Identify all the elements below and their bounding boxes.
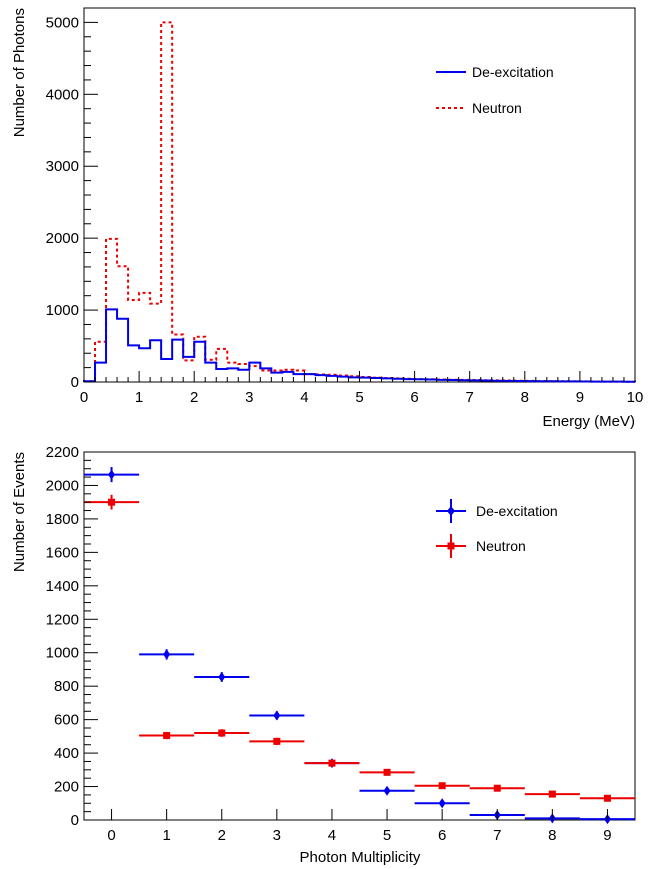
- y-tick-label: 400: [54, 745, 79, 762]
- y-tick-label: 1400: [46, 578, 79, 595]
- y-tick-label: 2000: [46, 477, 79, 494]
- legend-de-excitation-label: De-excitation: [476, 503, 558, 519]
- y-tick-label: 5000: [46, 14, 79, 31]
- y-tick-label: 2000: [46, 230, 79, 247]
- y-tick-label: 2200: [46, 444, 79, 461]
- x-tick-label: 6: [438, 827, 446, 844]
- legend-neutron-label: Neutron: [472, 100, 522, 116]
- multiplicity-axes-group: 0 1 2 3 4 5 6 7 8 9 0 200 400 600 800 1000 1200 1400 1600 1…: [46, 444, 612, 844]
- x-tick-label: 3: [245, 389, 253, 406]
- x-tick-label: 7: [466, 389, 474, 406]
- x-tick-label: 5: [383, 827, 391, 844]
- data-point: [383, 768, 391, 776]
- x-tick-label: 9: [576, 389, 584, 406]
- x-tick-label: 1: [162, 827, 170, 844]
- data-point: [603, 794, 611, 802]
- multiplicity-plot-frame: [83, 451, 636, 821]
- energy-y-axis-label: Number of Photons: [11, 8, 28, 137]
- x-tick-label: 4: [328, 827, 336, 844]
- energy-plot-frame: [83, 7, 636, 383]
- multiplicity-panel: 0 1 2 3 4 5 6 7 8 9 0 200 400 600 800 1000 1200 1400 1600 1…: [11, 444, 636, 866]
- y-tick-label: 0: [71, 812, 79, 829]
- x-tick-label: 8: [548, 827, 556, 844]
- legend-neutron-label: Neutron: [476, 538, 526, 554]
- energy-axes-group: 0 1 2 3 4 5 6 7 8 9 10 0 1000 2000 3000 4000 5000: [46, 7, 644, 406]
- energy-histogram-panel: 0 1 2 3 4 5 6 7 8 9 10 0 1000 2000 3000 4000 5000 Energy…: [11, 7, 644, 430]
- multiplicity-x-axis-label: Photon Multiplicity: [300, 849, 421, 866]
- x-tick-label: 4: [300, 389, 308, 406]
- y-tick-label: 1200: [46, 611, 79, 628]
- y-tick-label: 1800: [46, 511, 79, 528]
- data-point: [493, 784, 501, 792]
- y-tick-label: 1000: [46, 302, 79, 319]
- data-point: [328, 759, 336, 767]
- legend-neutron-marker: [447, 542, 455, 550]
- x-tick-label: 10: [627, 389, 644, 406]
- x-tick-label: 0: [107, 827, 115, 844]
- x-tick-label: 3: [273, 827, 281, 844]
- y-tick-label: 200: [54, 779, 79, 796]
- data-point: [108, 498, 116, 506]
- data-point: [218, 729, 226, 737]
- x-tick-label: 5: [355, 389, 363, 406]
- data-point: [548, 790, 556, 798]
- data-point: [163, 732, 171, 740]
- data-point: [163, 649, 171, 660]
- data-point: [218, 671, 226, 682]
- x-tick-label: 9: [603, 827, 611, 844]
- y-tick-label: 3000: [46, 158, 79, 175]
- series-neutron: [84, 494, 635, 802]
- data-point: [273, 737, 281, 745]
- legend-de-excitation-marker: [447, 506, 455, 516]
- y-tick-label: 0: [71, 374, 79, 391]
- histogram-line-neutron: [83, 21, 636, 383]
- legend-de-excitation-label: De-excitation: [472, 64, 554, 80]
- x-tick-label: 8: [521, 389, 529, 406]
- data-point: [108, 469, 116, 480]
- x-tick-label: 2: [190, 389, 198, 406]
- data-point: [438, 782, 446, 790]
- y-tick-label: 800: [54, 678, 79, 695]
- energy-legend: De-excitation Neutron: [436, 64, 554, 116]
- x-tick-label: 1: [135, 389, 143, 406]
- y-tick-label: 600: [54, 712, 79, 729]
- data-point: [273, 710, 281, 721]
- x-tick-label: 0: [80, 389, 88, 406]
- data-point: [383, 785, 391, 796]
- multiplicity-legend: De-excitation Neutron: [436, 499, 558, 558]
- x-tick-label: 6: [410, 389, 418, 406]
- x-tick-label: 7: [493, 827, 501, 844]
- y-tick-label: 4000: [46, 86, 79, 103]
- y-tick-label: 1000: [46, 645, 79, 662]
- data-point: [438, 798, 446, 809]
- y-tick-label: 1600: [46, 544, 79, 561]
- energy-x-axis-label: Energy (MeV): [542, 413, 635, 430]
- multiplicity-y-axis-label: Number of Events: [11, 452, 28, 572]
- x-tick-label: 2: [218, 827, 226, 844]
